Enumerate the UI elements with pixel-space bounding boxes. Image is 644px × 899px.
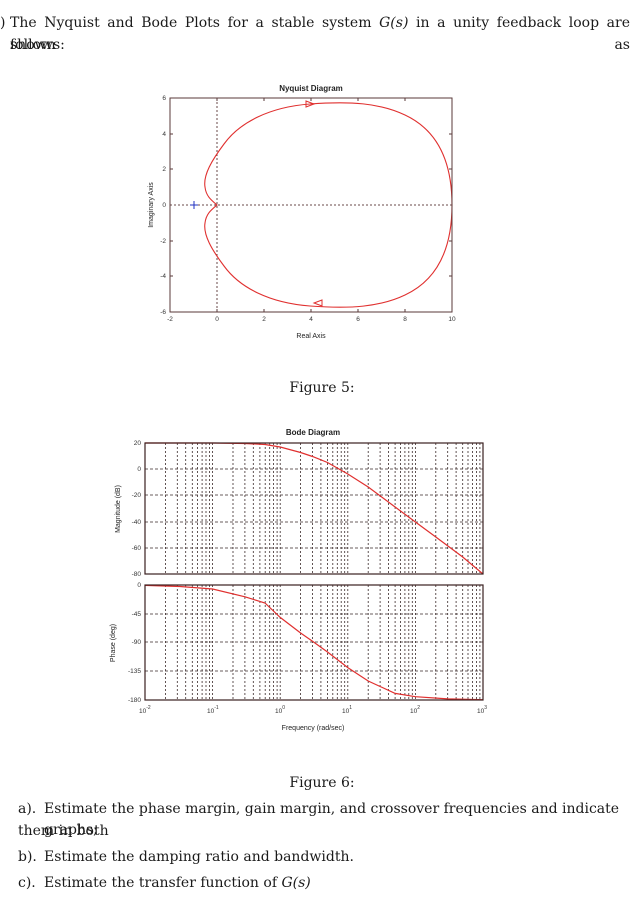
svg-text:0: 0 xyxy=(137,582,141,589)
question-text: Estimate the transfer function of xyxy=(44,875,282,891)
direction-arrow-icon xyxy=(312,299,323,307)
item-marker: ) xyxy=(0,15,6,31)
question-label: a). xyxy=(18,801,37,817)
question-a-continuation: graphs; xyxy=(44,822,98,838)
magnitude-curve xyxy=(145,442,484,575)
question-label: b). xyxy=(18,849,37,865)
svg-text:4: 4 xyxy=(162,131,166,138)
svg-text:2: 2 xyxy=(162,166,166,173)
phase-curve xyxy=(144,584,484,701)
phase-ytick-labels: 0 -45 -90 -135 -180 xyxy=(128,582,141,704)
magnitude-ytick-labels: 20 0 -20 -40 -60 -80 xyxy=(132,440,142,578)
svg-text:-60: -60 xyxy=(132,545,142,552)
figure-5-caption: Figure 5: xyxy=(289,380,355,396)
svg-text:103: 103 xyxy=(477,705,487,715)
direction-arrow-icon xyxy=(305,100,316,108)
intro-text-cont: in a unity feedback loop are shown as xyxy=(10,15,630,53)
bode-grid-vertical xyxy=(165,443,481,700)
svg-text:-180: -180 xyxy=(128,697,141,704)
question-a: a). Estimate the phase margin, gain margi… xyxy=(18,798,644,842)
svg-text:8: 8 xyxy=(403,316,407,323)
svg-text:-2: -2 xyxy=(160,238,166,245)
bode-diagram: Bode Diagram 20 0 -20 -40 -60 -80 0 -45 xyxy=(110,428,487,732)
question-label: c). xyxy=(18,875,36,891)
magnitude-plot-frame xyxy=(144,442,484,575)
figure-6-caption: Figure 6: xyxy=(289,775,355,791)
question-b: b). Estimate the damping ratio and bandwi… xyxy=(18,846,354,868)
question-text: Estimate the damping ratio and bandwidth… xyxy=(44,849,354,865)
nyquist-curve xyxy=(204,102,453,308)
svg-text:-6: -6 xyxy=(160,309,166,316)
svg-text:-2: -2 xyxy=(167,316,173,323)
svg-text:-135: -135 xyxy=(128,668,141,675)
svg-text:-20: -20 xyxy=(132,492,142,499)
phase-ylabel: Phase (deg) xyxy=(110,624,117,662)
frequency-xlabel: Frequency (rad/sec) xyxy=(282,725,345,732)
magnitude-ylabel: Magnitude (dB) xyxy=(115,485,122,533)
svg-text:-90: -90 xyxy=(132,639,142,646)
nyquist-ylabel: Imaginary Axis xyxy=(148,182,155,228)
frequency-xtick-labels: 10-2 10-1 100 101 102 103 xyxy=(139,705,487,715)
svg-text:0: 0 xyxy=(137,466,141,473)
svg-text:0: 0 xyxy=(215,316,219,323)
intro-text: The Nyquist and Bode Plots for a stable … xyxy=(10,15,380,31)
intro-line-2: follows: xyxy=(10,37,65,53)
svg-text:6: 6 xyxy=(356,316,360,323)
transfer-function-symbol: G(s) xyxy=(379,15,409,31)
nyquist-xlabel: Real Axis xyxy=(296,333,326,340)
svg-text:4: 4 xyxy=(309,316,313,323)
svg-text:2: 2 xyxy=(262,316,266,323)
nyquist-diagram: Nyquist Diagram -2 0 2 4 6 xyxy=(148,84,456,340)
svg-text:10-2: 10-2 xyxy=(139,705,151,715)
svg-text:102: 102 xyxy=(410,705,420,715)
svg-text:100: 100 xyxy=(275,705,285,715)
svg-text:101: 101 xyxy=(342,705,352,715)
svg-text:20: 20 xyxy=(134,440,142,447)
phase-plot-frame xyxy=(144,584,484,701)
svg-text:10-1: 10-1 xyxy=(207,705,219,715)
nyquist-xtick-labels: -2 0 2 4 6 8 10 xyxy=(167,316,456,323)
svg-text:-4: -4 xyxy=(160,273,166,280)
nyquist-ytick-labels: 6 4 2 0 -2 -4 -6 xyxy=(160,95,166,316)
intro-line-1: The Nyquist and Bode Plots for a stable … xyxy=(10,12,630,56)
svg-text:-40: -40 xyxy=(132,519,142,526)
svg-text:0: 0 xyxy=(162,202,166,209)
bode-title: Bode Diagram xyxy=(286,428,340,437)
bode-grid-horizontal xyxy=(145,468,483,672)
critical-point-plus-icon xyxy=(190,201,198,209)
svg-text:6: 6 xyxy=(162,95,166,102)
svg-text:10: 10 xyxy=(448,316,456,323)
question-text: Estimate the phase margin, gain margin, … xyxy=(18,801,620,839)
svg-text:-80: -80 xyxy=(132,571,142,578)
nyquist-title: Nyquist Diagram xyxy=(279,84,343,93)
transfer-function-symbol: G(s) xyxy=(281,875,311,891)
svg-text:-45: -45 xyxy=(132,611,142,618)
question-c: c). Estimate the transfer function of G(s… xyxy=(18,872,311,894)
nyquist-ticks xyxy=(170,98,452,312)
